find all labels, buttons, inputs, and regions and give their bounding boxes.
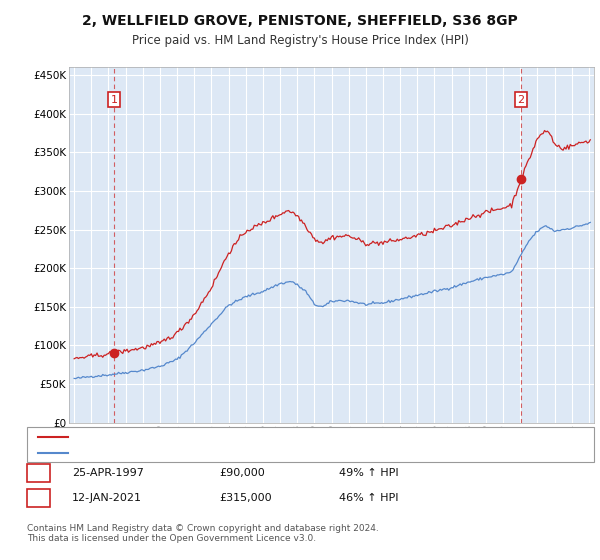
Text: 2, WELLFIELD GROVE, PENISTONE, SHEFFIELD, S36 8GP (detached house): 2, WELLFIELD GROVE, PENISTONE, SHEFFIELD… — [74, 432, 436, 442]
Text: 25-APR-1997: 25-APR-1997 — [72, 468, 144, 478]
Text: 2: 2 — [517, 95, 524, 105]
Text: 46% ↑ HPI: 46% ↑ HPI — [339, 493, 398, 503]
Text: 12-JAN-2021: 12-JAN-2021 — [72, 493, 142, 503]
Text: 49% ↑ HPI: 49% ↑ HPI — [339, 468, 398, 478]
Text: 2, WELLFIELD GROVE, PENISTONE, SHEFFIELD, S36 8GP: 2, WELLFIELD GROVE, PENISTONE, SHEFFIELD… — [82, 14, 518, 28]
Text: 2: 2 — [35, 492, 42, 505]
Text: Price paid vs. HM Land Registry's House Price Index (HPI): Price paid vs. HM Land Registry's House … — [131, 34, 469, 46]
Text: £90,000: £90,000 — [219, 468, 265, 478]
Text: 1: 1 — [110, 95, 118, 105]
Text: £315,000: £315,000 — [219, 493, 272, 503]
Text: Contains HM Land Registry data © Crown copyright and database right 2024.
This d: Contains HM Land Registry data © Crown c… — [27, 524, 379, 543]
Text: 1: 1 — [35, 466, 42, 480]
Text: HPI: Average price, detached house, Barnsley: HPI: Average price, detached house, Barn… — [74, 447, 297, 458]
